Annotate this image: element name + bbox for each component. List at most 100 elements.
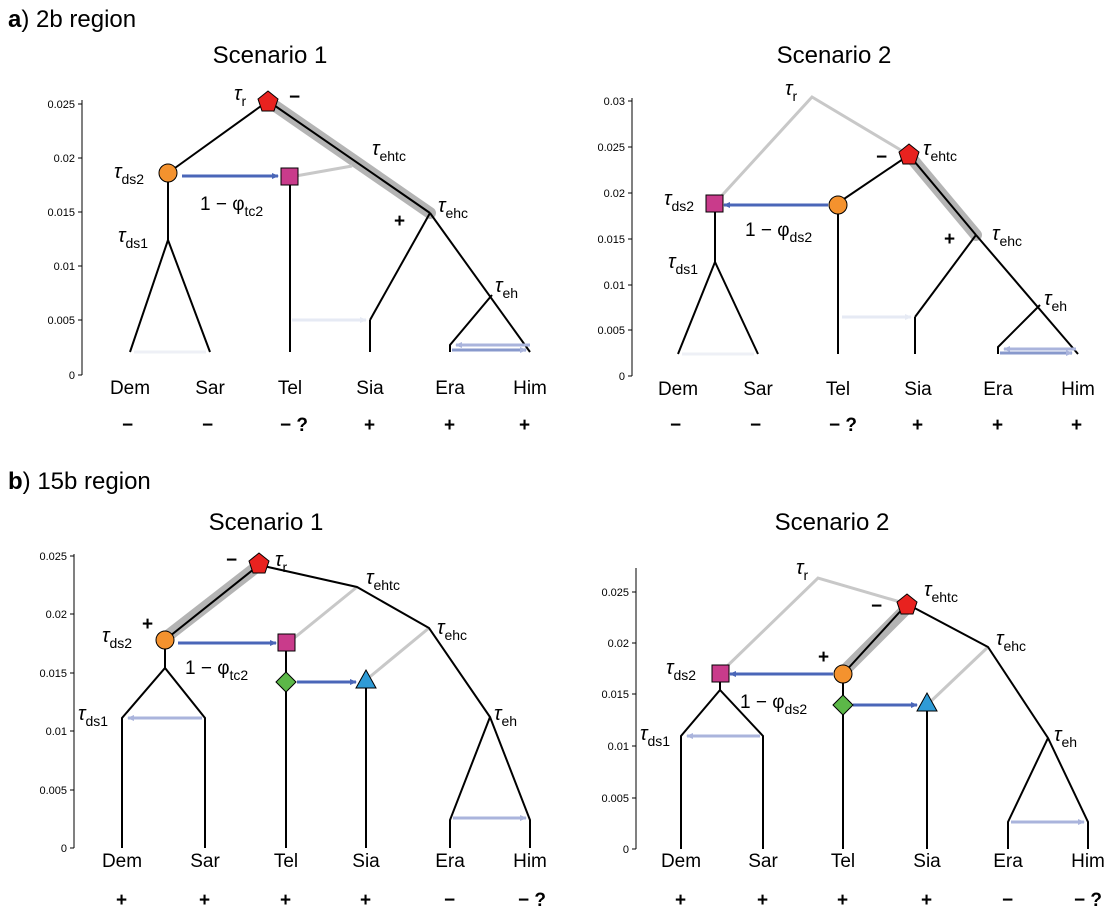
- panel-b-scenario-2: Scenario 2 0.025 0.02 0.015 0.01 0.005 0: [601, 509, 1104, 911]
- tip-sign: +: [912, 415, 923, 436]
- tip-label: Sia: [904, 379, 932, 400]
- tick-label: 0.01: [604, 280, 625, 292]
- section-a-header: a) 2b region: [8, 6, 136, 33]
- tip-label: Dem: [658, 379, 698, 400]
- node-label: τr: [234, 83, 246, 109]
- tree-branches: [677, 153, 1079, 355]
- y-axis: 0.025 0.02 0.015 0.01 0.005 0: [601, 568, 637, 856]
- node-label: τeh: [1044, 288, 1067, 314]
- tick-label: 0.005: [601, 793, 629, 805]
- tick-label: 0.02: [46, 609, 67, 621]
- tick-label: 0.025: [47, 99, 75, 111]
- node-label: τr: [275, 549, 287, 575]
- migration-label: 1 − φds2: [740, 692, 807, 717]
- tip-label: Era: [993, 851, 1023, 872]
- tree-branches: [680, 602, 1089, 849]
- branch-sign: +: [142, 614, 153, 635]
- tip-sign: −: [1002, 890, 1013, 911]
- tick-label: 0.005: [597, 325, 625, 337]
- node-label: τds2: [102, 625, 132, 651]
- scenario-title: Scenario 2: [777, 42, 892, 69]
- tip-sign: +: [519, 415, 530, 436]
- tip-sign: +: [837, 890, 848, 911]
- node-label: τeh: [1054, 724, 1077, 750]
- node-label: τds2: [666, 657, 696, 683]
- tick-label: 0.01: [608, 741, 629, 753]
- tip-label: Him: [1071, 851, 1105, 872]
- y-axis: 0.025 0.02 0.015 0.01 0.005 0: [47, 99, 83, 382]
- node-label: τehtc: [923, 138, 957, 164]
- tip-label: Era: [435, 378, 465, 399]
- node-label: τeh: [495, 275, 518, 301]
- triangle-marker: [916, 691, 938, 712]
- tip-sign: +: [199, 890, 210, 911]
- tip-sign: −: [122, 415, 133, 436]
- node-label: τds1: [640, 723, 670, 749]
- node-label: τehtc: [372, 138, 406, 164]
- tip-label: Tel: [274, 851, 298, 872]
- scenario-title: Scenario 1: [213, 42, 328, 69]
- tick-label: 0.01: [46, 726, 67, 738]
- migration-label: 1 − φtc2: [185, 658, 248, 683]
- node-label: τr: [785, 78, 797, 104]
- node-label: τehc: [996, 628, 1026, 654]
- tip-sign: − ?: [280, 415, 308, 436]
- tick-label: 0.015: [597, 234, 625, 246]
- tip-label: Tel: [278, 378, 302, 399]
- tick-label: 0: [623, 844, 629, 856]
- tip-label: Dem: [102, 851, 142, 872]
- square-marker: [277, 633, 296, 652]
- tip-sign: − ?: [829, 415, 857, 436]
- branch-sign: +: [818, 647, 829, 668]
- tip-label: Dem: [661, 851, 701, 872]
- ds2-circle-marker: [155, 630, 175, 650]
- tick-label: 0.015: [601, 689, 629, 701]
- tip-sign: − ?: [518, 890, 546, 911]
- tip-sign: +: [116, 890, 127, 911]
- square-marker: [711, 664, 730, 683]
- tick-label: 0.02: [54, 153, 75, 165]
- tick-label: 0: [69, 370, 75, 382]
- tip-label: Him: [513, 378, 547, 399]
- tip-sign: +: [360, 890, 371, 911]
- tip-sign: −: [444, 890, 455, 911]
- faded-branch: [289, 164, 353, 179]
- tip-label: Tel: [831, 851, 855, 872]
- y-axis: 0.025 0.02 0.015 0.01 0.005 0: [39, 551, 75, 855]
- tip-label: Sar: [748, 851, 778, 872]
- tip-sign: +: [757, 890, 768, 911]
- node-label: τds1: [668, 251, 698, 277]
- tree-branches: [121, 563, 531, 848]
- branch-sign: −: [871, 596, 882, 617]
- branch-sign: −: [876, 147, 887, 168]
- scenario-title: Scenario 1: [209, 509, 324, 536]
- tip-label: Sia: [913, 851, 941, 872]
- tick-label: 0.015: [47, 207, 75, 219]
- diamond-marker: [832, 694, 854, 716]
- node-label: τehc: [438, 195, 468, 221]
- root-pentagon-marker: [248, 552, 270, 574]
- tick-label: 0.03: [604, 96, 625, 108]
- tip-label: Sar: [190, 851, 220, 872]
- tip-label: Sar: [743, 379, 773, 400]
- tip-sign: +: [992, 415, 1003, 436]
- root-pentagon-marker: [257, 90, 279, 112]
- migration-label: 1 − φds2: [745, 220, 812, 245]
- root-pentagon-marker: [898, 143, 920, 165]
- node-label: τds1: [118, 225, 148, 251]
- node-label: τr: [796, 557, 808, 583]
- tick-label: 0.005: [39, 785, 67, 797]
- tip-label: Sar: [195, 378, 225, 399]
- branch-sign: +: [394, 211, 405, 232]
- faded-branch: [287, 585, 430, 682]
- diamond-marker: [275, 671, 297, 693]
- tip-sign: +: [1071, 415, 1082, 436]
- tick-label: 0.01: [54, 261, 75, 273]
- tick-label: 0.02: [604, 188, 625, 200]
- tip-label: Tel: [826, 379, 850, 400]
- node-label: τehc: [437, 617, 467, 643]
- square-marker: [280, 167, 299, 186]
- tick-label: 0.025: [597, 142, 625, 154]
- tip-sign: −: [670, 415, 681, 436]
